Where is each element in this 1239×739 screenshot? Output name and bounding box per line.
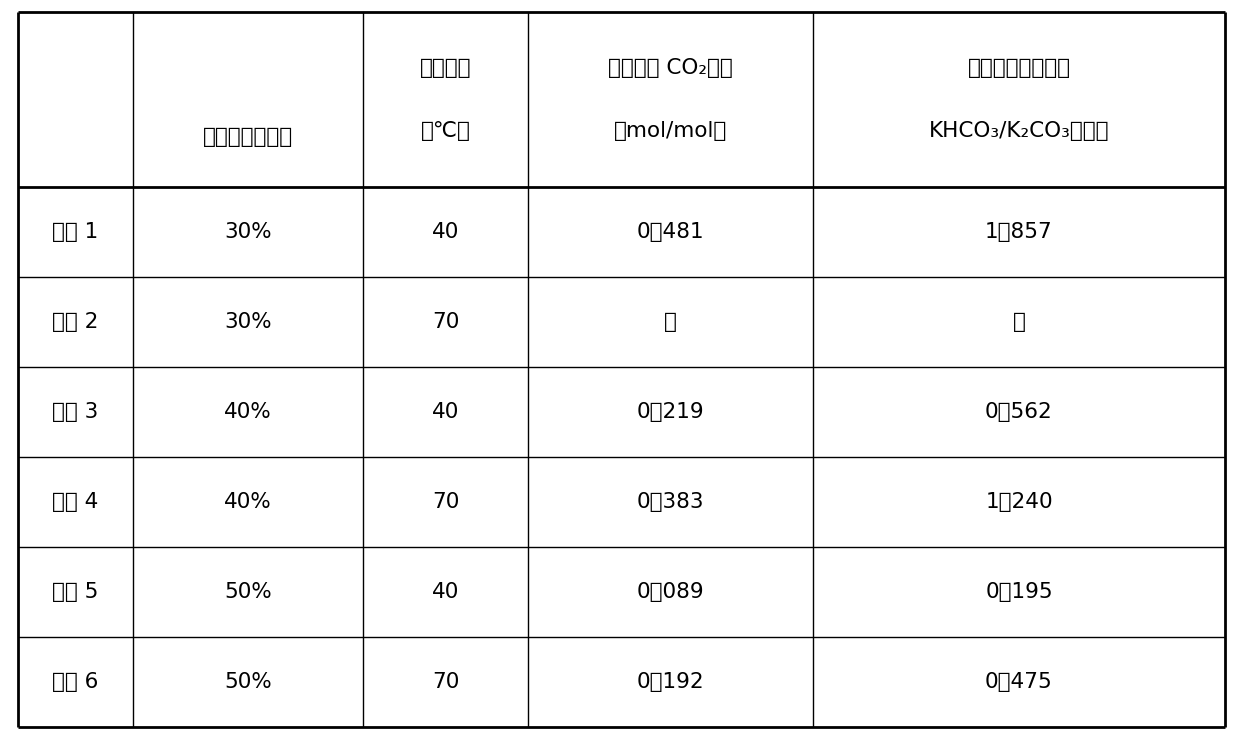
Text: 反应温度: 反应温度 (420, 58, 471, 78)
Text: 0．192: 0．192 (637, 672, 704, 692)
Text: 50%: 50% (224, 672, 271, 692)
Text: 碳酸钾初始浓度: 碳酸钾初始浓度 (203, 127, 294, 147)
Text: 0．219: 0．219 (637, 402, 704, 422)
Text: 0．481: 0．481 (637, 222, 704, 242)
Text: （℃）: （℃） (420, 121, 471, 141)
Text: 40: 40 (432, 402, 460, 422)
Text: 40: 40 (432, 582, 460, 602)
Text: 0．383: 0．383 (637, 492, 704, 512)
Text: 40: 40 (432, 222, 460, 242)
Text: 实验 4: 实验 4 (52, 492, 99, 512)
Text: 实验 6: 实验 6 (52, 672, 99, 692)
Text: 实验 2: 实验 2 (52, 312, 99, 332)
Text: 实验 3: 实验 3 (52, 402, 99, 422)
Text: KHCO₃/K₂CO₃摩尔比: KHCO₃/K₂CO₃摩尔比 (929, 121, 1109, 141)
Text: 70: 70 (432, 312, 460, 332)
Text: 1．857: 1．857 (985, 222, 1053, 242)
Text: 70: 70 (432, 672, 460, 692)
Text: 结晶点处 CO₂负载: 结晶点处 CO₂负载 (608, 58, 733, 78)
Text: 40%: 40% (224, 402, 271, 422)
Text: 0．089: 0．089 (637, 582, 704, 602)
Text: 结晶点处的溶液中: 结晶点处的溶液中 (968, 58, 1070, 78)
Text: 实验 1: 实验 1 (52, 222, 99, 242)
Text: 50%: 50% (224, 582, 271, 602)
Text: 0．562: 0．562 (985, 402, 1053, 422)
Text: 0．195: 0．195 (985, 582, 1053, 602)
Text: －: － (664, 312, 676, 332)
Text: 0．475: 0．475 (985, 672, 1053, 692)
Text: －: － (1012, 312, 1026, 332)
Text: 70: 70 (432, 492, 460, 512)
Text: 实验 5: 实验 5 (52, 582, 99, 602)
Text: 30%: 30% (224, 312, 271, 332)
Text: 30%: 30% (224, 222, 271, 242)
Text: （mol/mol）: （mol/mol） (613, 121, 727, 141)
Text: 40%: 40% (224, 492, 271, 512)
Text: 1．240: 1．240 (985, 492, 1053, 512)
